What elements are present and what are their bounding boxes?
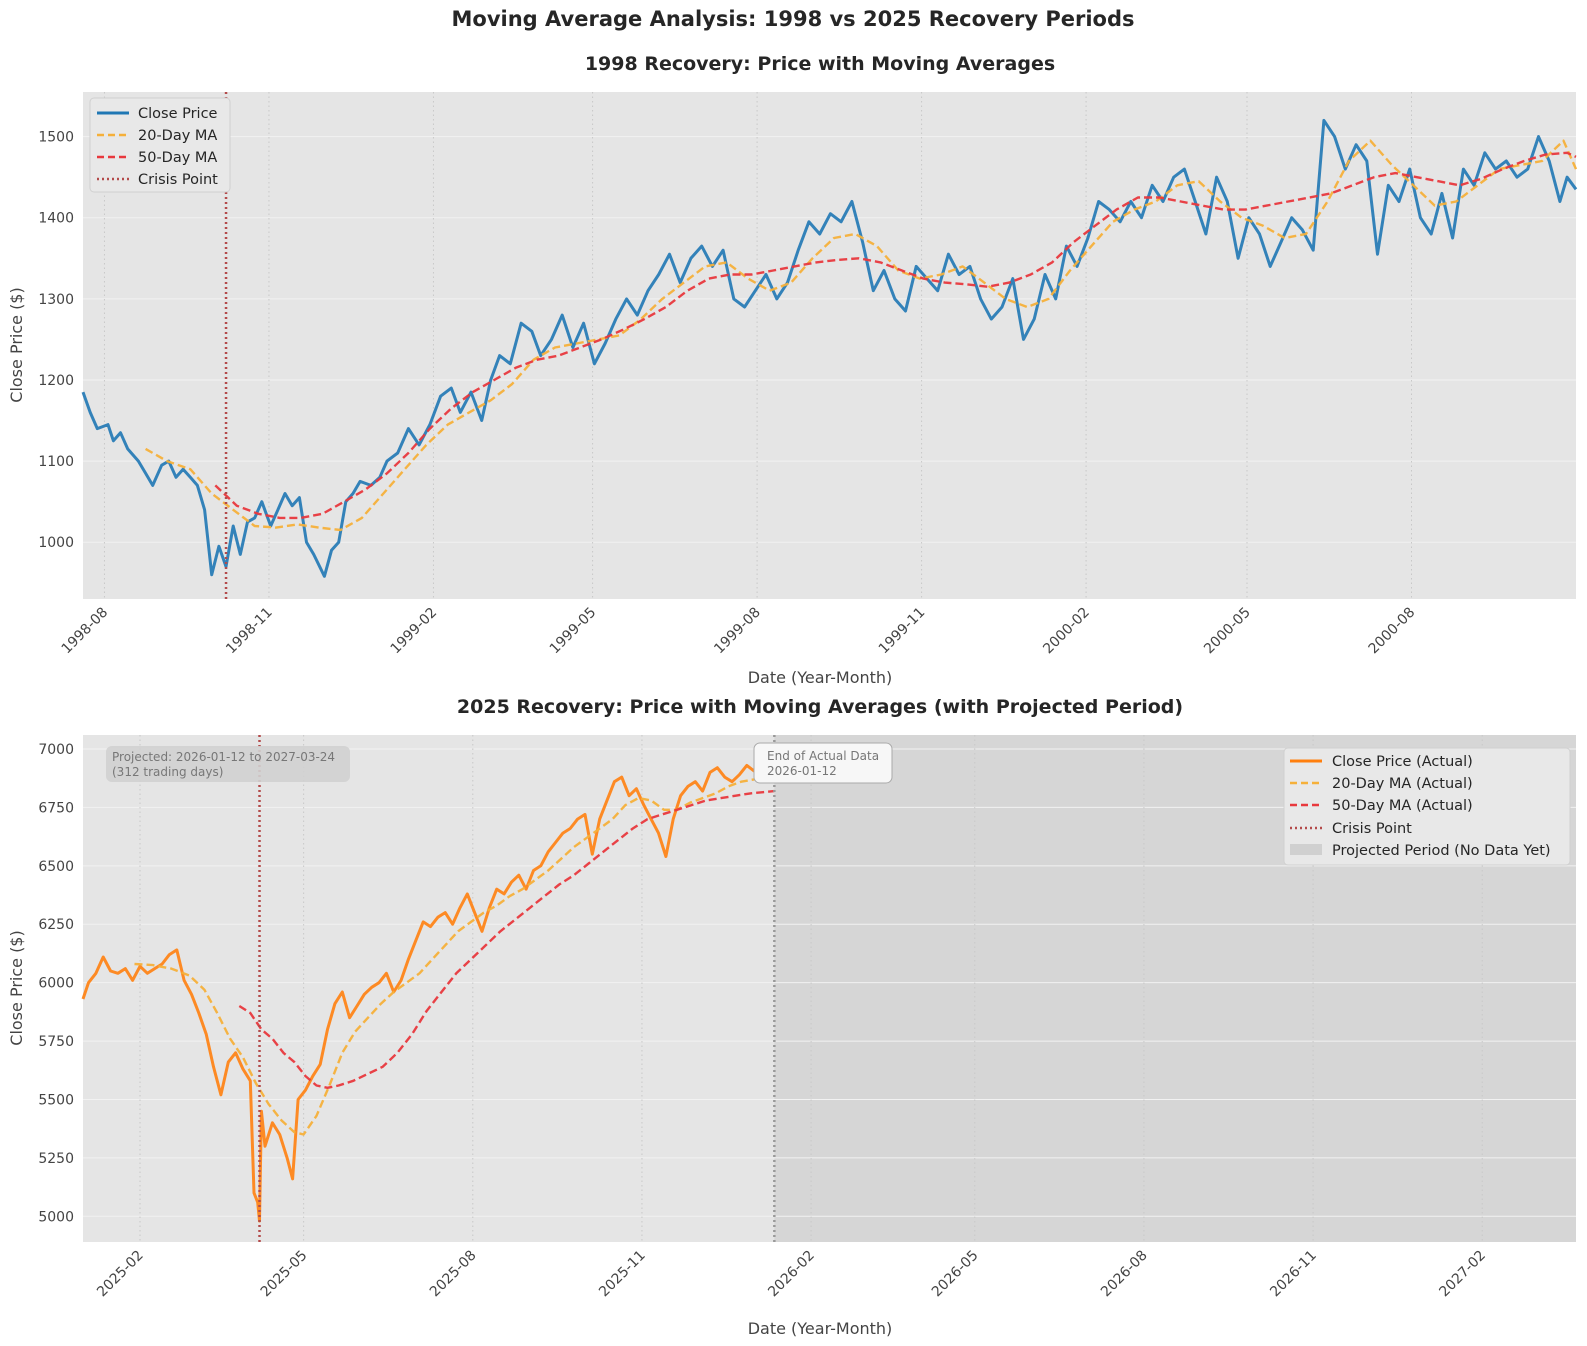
end-of-actual-note-line-1: End of Actual Data xyxy=(767,749,879,763)
projection-note: Projected: 2026-01-12 to 2027-03-24 (312… xyxy=(106,746,350,782)
chart-2025-series xyxy=(81,735,776,1242)
figure-suptitle: Moving Average Analysis: 1998 vs 2025 Re… xyxy=(452,7,1135,31)
chart-2025-x-axis-label: Date (Year-Month) xyxy=(748,1319,893,1338)
legend-label-ma50: 50-Day MA xyxy=(138,150,217,166)
y-tick-label: 7000 xyxy=(38,742,74,758)
chart-1998-legend: Close Price 20-Day MA 50-Day MA Crisis P… xyxy=(89,97,231,193)
y-tick-label: 5000 xyxy=(38,1209,74,1225)
chart-1998-y-axis-label: Close Price ($) xyxy=(7,287,26,402)
chart-1998-title: 1998 Recovery: Price with Moving Average… xyxy=(585,53,1055,75)
ma50-line xyxy=(238,789,775,1089)
chart-2025-legend: Close Price (Actual) 20-Day MA (Actual) … xyxy=(1283,747,1571,866)
chart-2025-legend-box xyxy=(1283,747,1571,866)
y-tick-label: 6250 xyxy=(38,917,74,933)
chart-1998-y-ticks: 1000 1100 1200 1300 1400 1500 xyxy=(38,130,74,552)
y-tick-label: 1200 xyxy=(38,373,74,389)
y-tick-label: 5500 xyxy=(38,1092,74,1108)
y-tick-label: 5750 xyxy=(38,1034,74,1050)
legend-label-projected: Projected Period (No Data Yet) xyxy=(1332,843,1551,859)
chart-1998-plot-area xyxy=(83,92,1576,599)
ma20-line xyxy=(134,773,775,1136)
legend-label-close: Close Price xyxy=(138,106,218,122)
y-tick-label: 6000 xyxy=(38,976,74,992)
legend-label-crisis-2025: Crisis Point xyxy=(1332,821,1412,837)
chart-1998-series xyxy=(81,92,1578,599)
y-tick-label: 6500 xyxy=(38,859,74,875)
legend-label-close-actual: Close Price (Actual) xyxy=(1332,754,1473,770)
end-of-actual-note-box xyxy=(753,742,893,784)
close-price-line xyxy=(81,118,1578,578)
y-tick-label: 1000 xyxy=(38,535,74,551)
legend-label-ma20-actual: 20-Day MA (Actual) xyxy=(1332,776,1473,792)
chart-2025-title: 2025 Recovery: Price with Moving Average… xyxy=(457,696,1183,718)
chart-2025-y-ticks: 5000 5250 5500 5750 6000 6250 6500 6750 7000 xyxy=(38,742,74,1225)
projection-note-line-1: Projected: 2026-01-12 to 2027-03-24 xyxy=(112,750,335,764)
y-tick-label: 5250 xyxy=(38,1151,74,1167)
projection-note-line-2: (312 trading days) xyxy=(112,765,223,779)
y-tick-label: 1400 xyxy=(38,211,74,227)
legend-label-ma50-actual: 50-Day MA (Actual) xyxy=(1332,798,1473,814)
chart-1998-gridlines xyxy=(83,92,1576,599)
ma50-line xyxy=(214,151,1577,520)
close-price-line xyxy=(81,757,775,1223)
end-of-actual-note-line-2: 2026-01-12 xyxy=(767,764,837,778)
legend-label-crisis: Crisis Point xyxy=(138,172,218,188)
chart-1998-x-axis-label: Date (Year-Month) xyxy=(748,668,893,687)
chart-2025-y-axis-label: Close Price ($) xyxy=(7,930,26,1045)
legend-swatch-projected xyxy=(1290,844,1322,855)
y-tick-label: 1300 xyxy=(38,292,74,308)
chart-2025: 2025 Recovery: Price with Moving Average… xyxy=(7,696,1576,1338)
y-tick-label: 1500 xyxy=(38,130,74,146)
y-tick-label: 1100 xyxy=(38,454,74,470)
chart-1998-legend-box xyxy=(89,97,231,193)
projection-note-box xyxy=(106,746,350,782)
chart-1998: 1998 Recovery: Price with Moving Average… xyxy=(7,53,1578,687)
y-tick-label: 6750 xyxy=(38,800,74,816)
legend-label-ma20: 20-Day MA xyxy=(138,128,217,144)
end-of-actual-note: End of Actual Data 2026-01-12 xyxy=(753,742,893,784)
